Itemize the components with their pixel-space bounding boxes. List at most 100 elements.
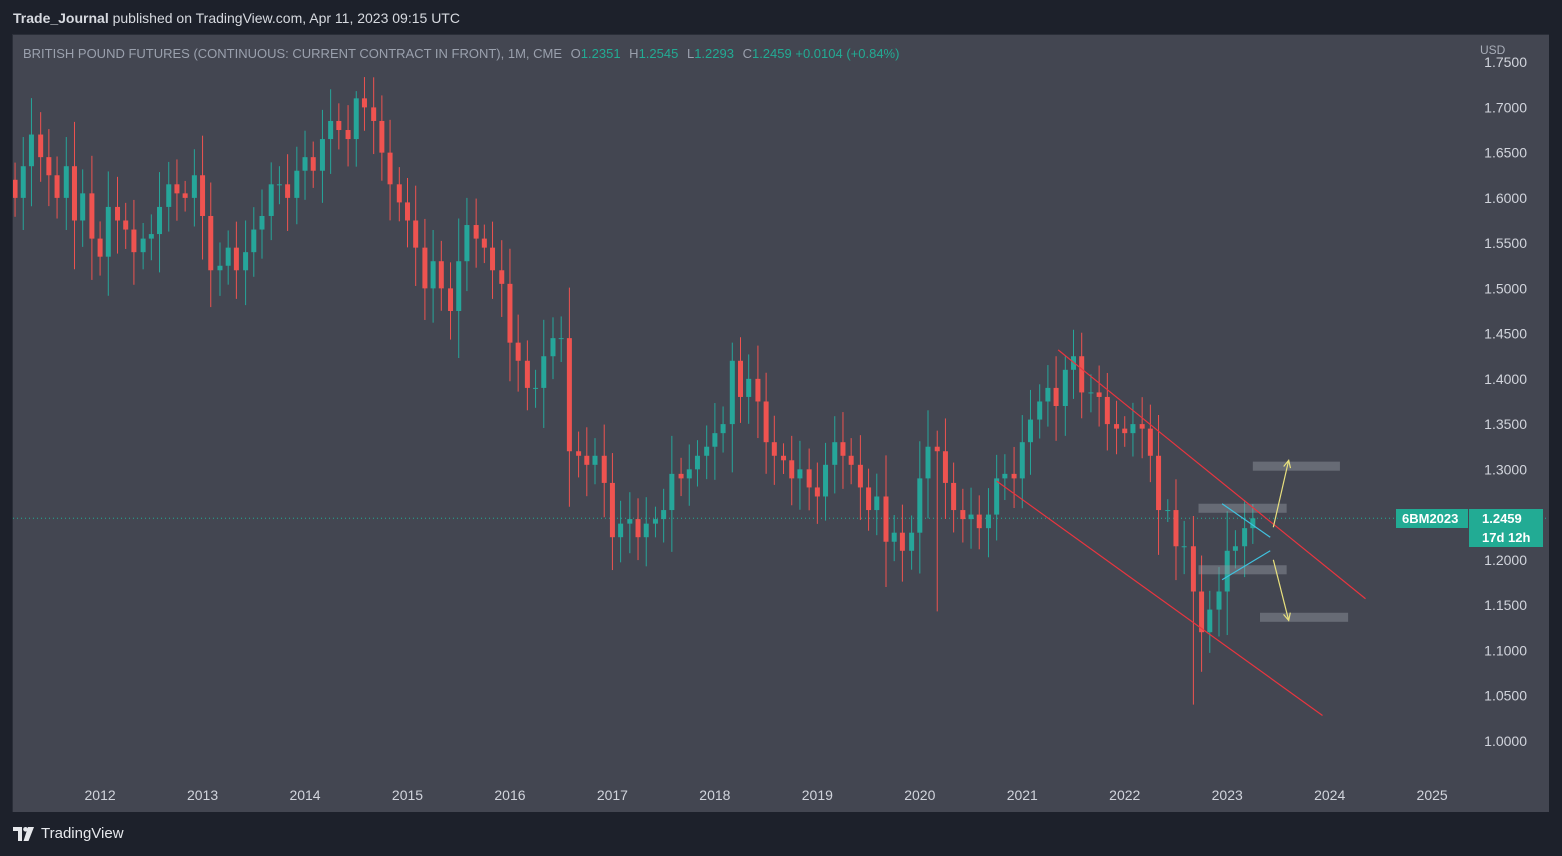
candle-body (28, 134, 34, 167)
zone-box[interactable] (1259, 612, 1349, 622)
time-axis[interactable]: 2012 2013 2014 2015 2016 2017 2018 2019 2020 2021… (85, 787, 1448, 803)
candle-body (566, 338, 572, 452)
candle-body (225, 247, 231, 266)
candle-body (652, 519, 658, 524)
candle-body (80, 193, 86, 221)
candle-body (661, 510, 667, 520)
candle-body (925, 446, 931, 479)
candle-body (618, 523, 624, 538)
candle-body (157, 206, 163, 235)
time-tick-label: 2025 (1417, 787, 1448, 803)
projection-arrowhead (1283, 458, 1292, 469)
price-tick-label: 1.0500 (1484, 688, 1527, 704)
candle-body (200, 175, 206, 216)
candle-body (840, 442, 846, 456)
candle-body (371, 107, 377, 121)
candle-body (857, 464, 863, 488)
candle-body (712, 433, 718, 447)
candle-body (131, 229, 137, 253)
candle-body (387, 152, 393, 185)
channel-upper-line[interactable] (1057, 349, 1366, 600)
time-tick-label: 2015 (392, 787, 423, 803)
candle-body (951, 482, 957, 511)
symbol-legend: BRITISH POUND FUTURES (CONTINUOUS: CURRE… (23, 46, 899, 61)
projection-arrow[interactable] (1272, 460, 1290, 528)
candle-body (71, 166, 77, 221)
candle-body (960, 510, 966, 520)
candle-body (669, 473, 675, 511)
candle-body (1173, 510, 1179, 547)
high-value: 1.2545 (638, 46, 679, 61)
candle-body (541, 356, 547, 388)
candle-body (627, 519, 633, 524)
author-name[interactable]: Trade_Journal (13, 10, 109, 26)
candle-body (1207, 609, 1213, 633)
tradingview-brand-text: TradingView (41, 825, 124, 842)
candle-body (89, 193, 95, 239)
candle-body (781, 455, 787, 461)
candle-body (763, 401, 769, 443)
time-tick-label: 2014 (289, 787, 320, 803)
candle-body (1122, 428, 1128, 434)
drawings[interactable] (996, 349, 1366, 716)
candle-body (1114, 424, 1120, 429)
time-tick-label: 2012 (85, 787, 116, 803)
price-chart[interactable]: 1.00001.05001.10001.15001.20001.25001.30… (13, 35, 1549, 812)
price-tick-label: 1.4000 (1484, 371, 1527, 387)
triangle-lower-line[interactable] (1221, 550, 1271, 581)
zone-box[interactable] (1252, 461, 1340, 471)
candle-body (848, 455, 854, 465)
price-tick-label: 1.5000 (1484, 280, 1527, 296)
projection-arrow[interactable] (1272, 559, 1290, 621)
candle-body (1037, 401, 1043, 420)
candle-body (643, 523, 649, 538)
candle-body (533, 387, 539, 389)
candle-body (1088, 392, 1094, 394)
candle-body (609, 482, 615, 538)
candle-body (115, 206, 121, 221)
candle-body (1224, 550, 1230, 592)
last-price-symbol-tag: 6BM2023 (1396, 509, 1468, 529)
low-value: 1.2293 (694, 46, 734, 61)
candle-body (1096, 392, 1102, 397)
candle-body (738, 360, 743, 397)
chart-pane[interactable] (13, 35, 1549, 812)
channel-lower-line[interactable] (996, 480, 1323, 716)
candle-body (729, 360, 735, 425)
tradingview-logo[interactable]: TradingView (13, 825, 124, 842)
price-tick-label: 1.2000 (1484, 552, 1527, 568)
candle-body (550, 338, 556, 357)
candle-body (353, 98, 359, 140)
candle-body (46, 157, 52, 176)
candle-body (866, 487, 872, 511)
candle-body (54, 175, 60, 198)
candle-body (1079, 356, 1085, 393)
triangle-upper-line[interactable] (1221, 503, 1271, 538)
zone-box[interactable] (1198, 565, 1287, 575)
publish-header: Trade_Journal published on TradingView.c… (13, 10, 460, 26)
candle-body (558, 338, 564, 340)
candle-body (1216, 591, 1222, 610)
time-tick-label: 2022 (1109, 787, 1140, 803)
candle-body (361, 98, 367, 108)
candle-body (942, 451, 948, 483)
price-tick-label: 1.6000 (1484, 190, 1527, 206)
candle-body (899, 532, 905, 551)
candle-body (1011, 473, 1017, 479)
candle-body (473, 225, 479, 239)
time-tick-label: 2017 (597, 787, 628, 803)
candle-body (174, 184, 180, 194)
zone-box[interactable] (1198, 503, 1287, 513)
candle-body (832, 442, 838, 465)
price-tick-label: 1.1000 (1484, 642, 1527, 658)
candle-body (891, 532, 897, 542)
time-tick-label: 2020 (904, 787, 935, 803)
candle-body (934, 446, 940, 452)
candles (13, 77, 1256, 705)
candle-body (140, 238, 146, 253)
candle-body (422, 247, 428, 289)
candle-body (481, 238, 487, 248)
symbol-description[interactable]: BRITISH POUND FUTURES (CONTINUOUS: CURRE… (23, 46, 563, 61)
candle-body (490, 247, 496, 271)
candle-body (448, 288, 454, 311)
